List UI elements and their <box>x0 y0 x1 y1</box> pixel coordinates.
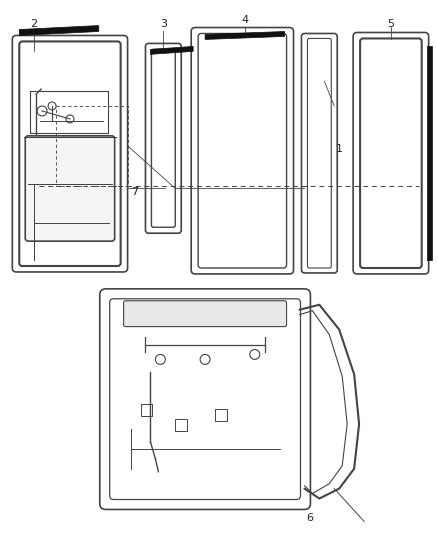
FancyBboxPatch shape <box>12 36 127 272</box>
Polygon shape <box>427 46 431 260</box>
Polygon shape <box>205 31 285 39</box>
FancyBboxPatch shape <box>124 301 286 327</box>
Bar <box>141 404 152 416</box>
Text: 6: 6 <box>306 513 313 523</box>
Text: 1: 1 <box>336 144 343 154</box>
Bar <box>175 419 187 431</box>
Text: 5: 5 <box>387 19 394 29</box>
Text: 4: 4 <box>241 14 248 25</box>
Text: 7: 7 <box>131 188 138 197</box>
Polygon shape <box>150 46 193 54</box>
Bar <box>215 409 227 421</box>
Text: 2: 2 <box>31 19 38 29</box>
Polygon shape <box>19 26 99 36</box>
Text: 3: 3 <box>160 19 167 29</box>
FancyBboxPatch shape <box>25 136 115 241</box>
FancyBboxPatch shape <box>100 289 311 510</box>
